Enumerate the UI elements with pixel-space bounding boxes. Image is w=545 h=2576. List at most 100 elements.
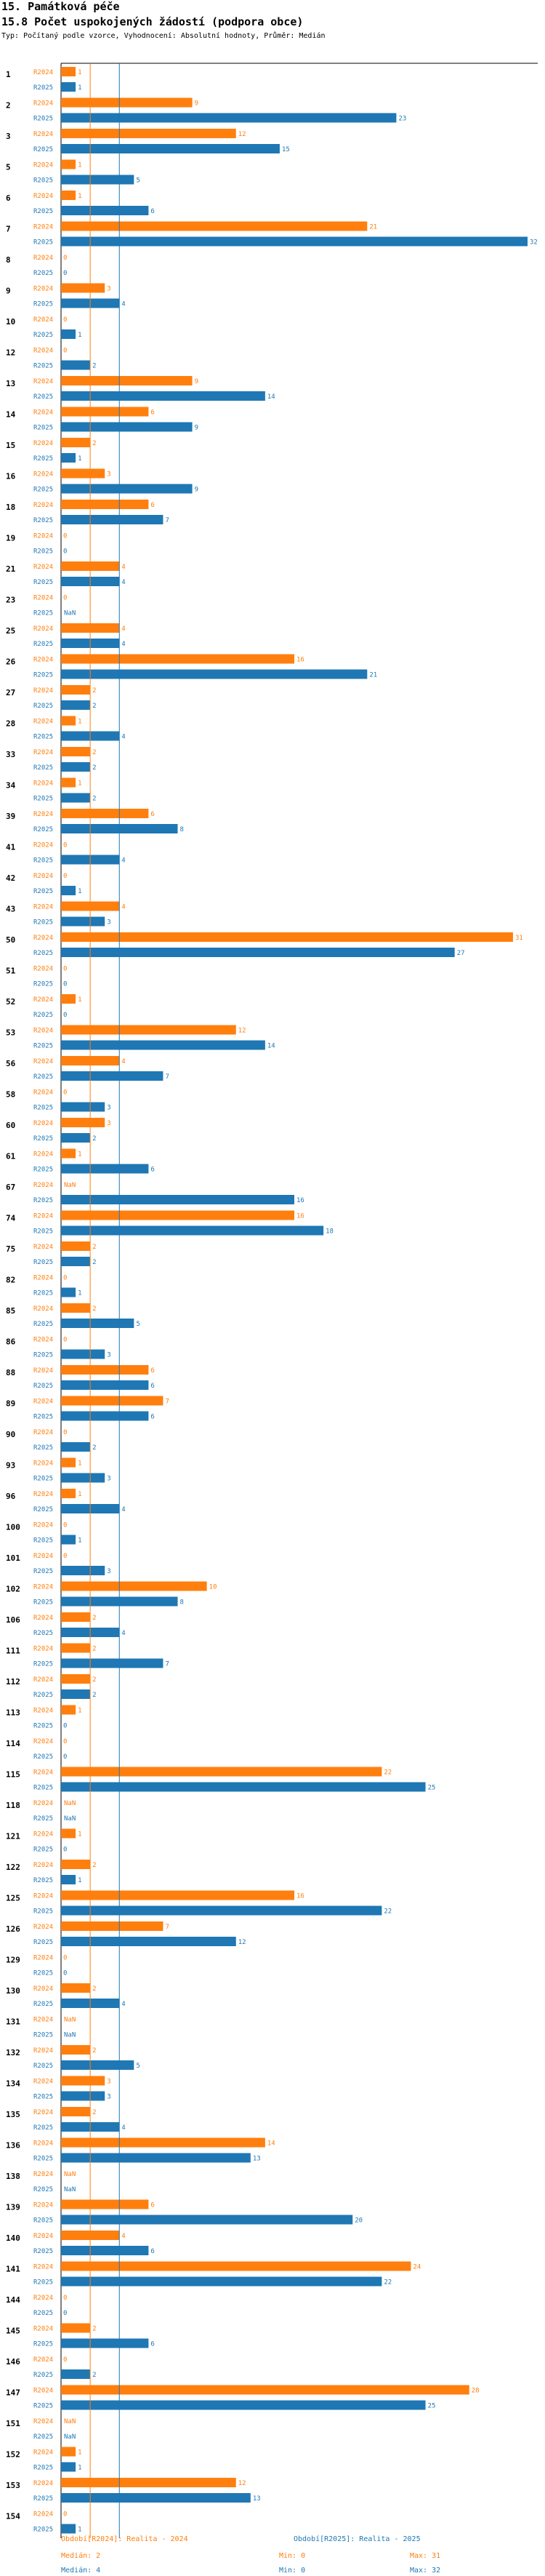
series-label-r2024: R2024 — [33, 1676, 53, 1684]
value-label: 1 — [78, 780, 81, 788]
series-label-r2024: R2024 — [33, 1460, 53, 1468]
value-label: 0 — [63, 981, 67, 988]
bar-r2024 — [61, 221, 368, 231]
value-label: 9 — [195, 100, 198, 108]
value-label: 2 — [92, 764, 96, 772]
value-label: 0 — [63, 1955, 67, 1962]
value-label: 6 — [150, 409, 154, 417]
category-label: 93 — [6, 1461, 15, 1471]
bar-r2024 — [61, 1983, 91, 1993]
series-label-r2024: R2024 — [33, 811, 53, 818]
bar-r2024 — [61, 685, 91, 695]
series-label-r2024: R2024 — [33, 1089, 53, 1097]
series-label-r2025: R2025 — [33, 1537, 53, 1545]
value-label: 1 — [78, 1491, 81, 1498]
value-label: 9 — [195, 378, 198, 385]
bar-r2025 — [61, 1875, 76, 1884]
series-label-r2024: R2024 — [33, 1491, 53, 1498]
series-label-r2025: R2025 — [33, 1630, 53, 1637]
value-label: 1 — [78, 1290, 81, 1297]
value-label: 2 — [92, 1135, 96, 1143]
bar-r2024 — [61, 129, 236, 138]
category-label: 86 — [6, 1337, 16, 1347]
bar-r2024 — [61, 407, 149, 417]
category-label: 106 — [6, 1615, 20, 1625]
value-label: 0 — [63, 1275, 67, 1282]
value-label: 22 — [384, 2279, 392, 2287]
value-label: 3 — [107, 1120, 110, 1127]
bar-r2025 — [61, 1349, 105, 1359]
bar-r2025 — [61, 329, 76, 339]
legend-r2024-min: Min: 0 — [279, 2552, 306, 2560]
series-label-r2025: R2025 — [33, 888, 53, 895]
bar-r2025 — [61, 762, 91, 772]
value-label: 13 — [253, 2495, 261, 2503]
value-label: 3 — [107, 1568, 110, 1575]
category-label: 23 — [6, 596, 15, 605]
category-label: 131 — [6, 2017, 20, 2027]
value-label: 0 — [63, 1012, 67, 1019]
bar-r2025 — [61, 1937, 236, 1946]
series-label-r2024: R2024 — [33, 502, 53, 509]
series-label-r2024: R2024 — [33, 1058, 53, 1065]
series-label-r2025: R2025 — [33, 1321, 53, 1328]
category-label: 145 — [6, 2327, 20, 2336]
category-label: 53 — [6, 1028, 15, 1038]
bar-r2024 — [61, 468, 105, 479]
series-label-r2024: R2024 — [33, 1120, 53, 1127]
category-label: 34 — [6, 781, 16, 791]
bar-r2025 — [61, 1535, 76, 1545]
bar-r2024 — [61, 500, 149, 509]
category-label: 3 — [6, 132, 11, 141]
bar-r2024 — [61, 1489, 76, 1498]
series-label-r2024: R2024 — [33, 2202, 53, 2209]
value-label: 2 — [92, 2372, 96, 2379]
category-label: 90 — [6, 1430, 15, 1439]
bar-r2024 — [61, 1457, 76, 1468]
category-label: 28 — [6, 719, 15, 729]
series-label-r2024: R2024 — [33, 2480, 53, 2487]
category-label: 18 — [6, 503, 15, 512]
value-label: 8 — [180, 1599, 184, 1607]
value-label: 6 — [150, 1167, 154, 1174]
chart-subtitle: Typ: Počítaný podle vzorce, Vyhodnocení:… — [1, 32, 326, 40]
value-label: 7 — [165, 1924, 169, 1931]
value-label: 1 — [78, 162, 81, 169]
value-label: 28 — [472, 2388, 480, 2395]
value-label: 25 — [428, 2403, 436, 2410]
category-label: 112 — [6, 1677, 20, 1687]
value-label-nan: NaN — [64, 1815, 76, 1823]
value-label-nan: NaN — [64, 1800, 76, 1807]
series-label-r2025: R2025 — [33, 146, 53, 153]
value-label: 0 — [63, 1753, 67, 1761]
category-label: 74 — [6, 1214, 16, 1223]
series-label-r2024: R2024 — [33, 69, 53, 76]
bar-r2025 — [61, 1411, 149, 1421]
series-label-r2025: R2025 — [33, 1228, 53, 1236]
bar-r2024 — [61, 2385, 469, 2395]
value-label: 12 — [238, 131, 246, 138]
series-label-r2024: R2024 — [33, 255, 53, 262]
series-label-r2024: R2024 — [33, 2295, 53, 2302]
series-label-r2024: R2024 — [33, 316, 53, 324]
value-label: 4 — [121, 857, 125, 865]
category-label: 41 — [6, 843, 16, 852]
series-label-r2024: R2024 — [33, 719, 53, 726]
bar-r2025 — [61, 453, 76, 463]
series-label-r2025: R2025 — [33, 177, 53, 185]
value-label: 3 — [107, 1352, 110, 1359]
category-label: 134 — [6, 2079, 20, 2089]
series-label-r2025: R2025 — [33, 2032, 53, 2039]
value-label: 0 — [63, 1429, 67, 1436]
category-label: 154 — [6, 2512, 20, 2521]
series-label-r2025: R2025 — [33, 1012, 53, 1019]
series-label-r2025: R2025 — [33, 270, 53, 277]
category-label: 15 — [6, 441, 15, 450]
category-label: 12 — [6, 348, 15, 358]
category-label: 125 — [6, 1894, 20, 1903]
category-label: 146 — [6, 2357, 20, 2367]
value-label: 6 — [150, 1414, 154, 1421]
series-label-r2024: R2024 — [33, 2047, 53, 2055]
bar-r2024 — [61, 2045, 91, 2055]
